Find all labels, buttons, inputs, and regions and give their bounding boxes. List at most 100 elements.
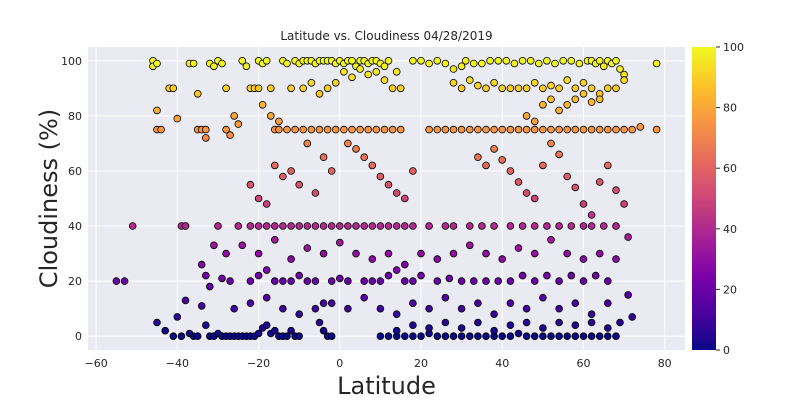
- data-point: [173, 313, 182, 321]
- data-point: [270, 161, 279, 170]
- colorbar-tick-label: 80: [723, 102, 737, 115]
- data-point: [319, 249, 328, 258]
- data-point: [595, 125, 604, 134]
- data-point: [283, 59, 291, 68]
- data-point: [530, 194, 539, 203]
- data-point: [331, 125, 340, 134]
- data-point: [246, 222, 255, 230]
- data-point: [465, 76, 474, 84]
- data-point: [254, 329, 263, 338]
- data-point: [275, 125, 283, 134]
- data-point: [474, 318, 482, 327]
- data-point: [303, 277, 312, 285]
- data-point: [482, 277, 490, 285]
- data-point: [128, 222, 137, 230]
- data-point: [571, 321, 580, 330]
- data-point: [539, 161, 547, 170]
- data-point: [295, 332, 304, 341]
- data-point: [335, 222, 344, 230]
- data-point: [335, 238, 344, 247]
- data-point: [246, 277, 255, 285]
- data-point: [348, 125, 356, 134]
- data-point: [425, 324, 433, 332]
- data-point: [340, 125, 348, 134]
- data-point: [445, 274, 454, 283]
- data-point: [612, 84, 620, 93]
- data-point: [571, 95, 580, 104]
- data-point: [238, 241, 247, 250]
- data-point: [392, 189, 401, 197]
- data-point: [441, 332, 450, 341]
- data-point: [392, 266, 401, 274]
- data-point: [356, 125, 364, 134]
- data-point: [262, 56, 271, 65]
- data-point: [575, 59, 584, 68]
- data-point: [522, 84, 531, 93]
- data-point: [612, 56, 620, 65]
- data-point: [449, 332, 458, 341]
- data-point: [230, 304, 239, 313]
- data-point: [474, 125, 482, 134]
- data-point: [376, 277, 385, 285]
- data-point: [522, 189, 531, 197]
- data-point: [603, 277, 612, 285]
- data-point: [226, 277, 234, 285]
- colorbar: [692, 47, 716, 350]
- data-point: [518, 271, 527, 280]
- x-tick-label: −20: [247, 357, 270, 370]
- data-point: [417, 249, 425, 258]
- data-point: [579, 332, 588, 341]
- data-point: [409, 56, 417, 65]
- data-point: [441, 59, 450, 68]
- data-point: [299, 84, 308, 93]
- data-point: [303, 139, 312, 148]
- data-point: [388, 125, 397, 134]
- data-point: [441, 125, 450, 134]
- data-point: [571, 332, 580, 341]
- data-point: [344, 304, 352, 313]
- data-point: [210, 241, 218, 250]
- data-point: [599, 222, 608, 230]
- data-point: [226, 131, 234, 139]
- data-point: [530, 249, 539, 258]
- data-point: [287, 84, 295, 93]
- data-point: [539, 84, 547, 93]
- data-point: [603, 84, 612, 93]
- data-point: [344, 277, 352, 285]
- data-point: [530, 222, 539, 230]
- data-point: [348, 73, 356, 82]
- data-point: [262, 321, 271, 330]
- data-point: [514, 178, 523, 186]
- data-point: [567, 56, 576, 65]
- data-point: [595, 56, 604, 65]
- data-point: [441, 222, 450, 230]
- data-point: [275, 117, 283, 126]
- colorbar-tick-label: 100: [723, 41, 744, 54]
- data-point: [417, 271, 425, 280]
- data-point: [587, 222, 596, 230]
- data-point: [449, 125, 458, 134]
- data-point: [234, 120, 243, 128]
- data-point: [417, 332, 425, 341]
- data-point: [563, 76, 571, 84]
- data-point: [612, 125, 620, 134]
- data-point: [620, 200, 628, 208]
- data-point: [530, 332, 539, 341]
- data-point: [254, 194, 263, 203]
- data-point: [474, 299, 482, 308]
- data-point: [323, 84, 332, 93]
- data-point: [372, 68, 381, 76]
- data-point: [433, 332, 442, 341]
- data-point: [522, 332, 531, 341]
- data-point: [514, 84, 523, 93]
- data-point: [352, 249, 360, 258]
- y-tick-label: 40: [68, 220, 82, 233]
- data-point: [202, 125, 210, 134]
- data-point: [311, 277, 320, 285]
- data-point: [315, 318, 324, 327]
- data-point: [279, 277, 287, 285]
- data-point: [498, 332, 507, 341]
- data-point: [307, 125, 316, 134]
- data-point: [303, 244, 312, 252]
